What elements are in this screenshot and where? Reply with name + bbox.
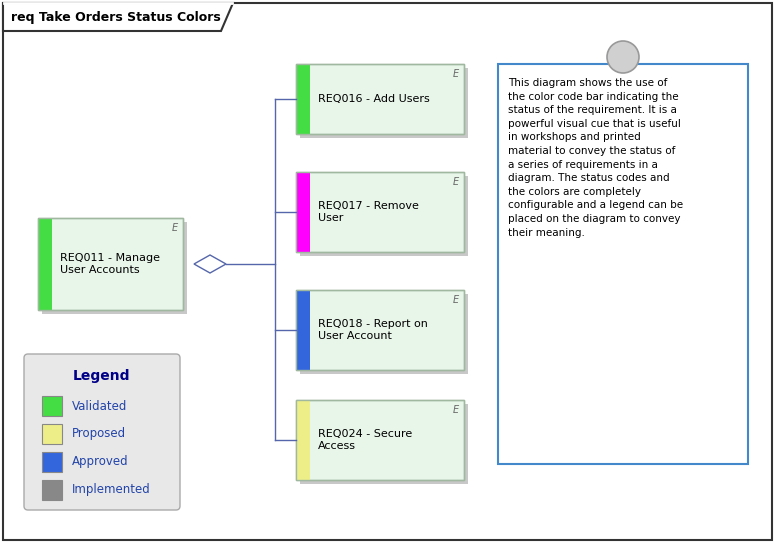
Text: E: E <box>453 295 459 305</box>
Bar <box>42 424 62 444</box>
Polygon shape <box>194 255 226 273</box>
Text: Approved: Approved <box>72 456 129 469</box>
Bar <box>38 218 183 310</box>
Text: req Take Orders Status Colors: req Take Orders Status Colors <box>11 10 221 23</box>
Text: Legend: Legend <box>74 369 131 383</box>
Text: E: E <box>172 223 178 233</box>
Text: REQ024 - Secure
Access: REQ024 - Secure Access <box>318 429 412 451</box>
Circle shape <box>607 41 639 73</box>
Text: REQ017 - Remove
User: REQ017 - Remove User <box>318 201 419 223</box>
Bar <box>42 222 187 314</box>
Bar <box>296 172 310 252</box>
Text: Implemented: Implemented <box>72 483 151 496</box>
Text: REQ016 - Add Users: REQ016 - Add Users <box>318 94 430 104</box>
Polygon shape <box>3 3 233 31</box>
Text: Proposed: Proposed <box>72 427 126 440</box>
Bar <box>300 404 468 484</box>
Bar <box>42 452 62 472</box>
Bar <box>296 172 464 252</box>
Bar <box>296 290 464 370</box>
Bar <box>296 290 464 370</box>
Bar <box>296 400 464 480</box>
Bar <box>38 218 183 310</box>
Bar <box>296 290 310 370</box>
Bar <box>296 172 464 252</box>
Bar <box>296 64 310 134</box>
Text: This diagram shows the use of
the color code bar indicating the
status of the re: This diagram shows the use of the color … <box>508 78 683 238</box>
Bar <box>38 218 52 310</box>
Bar <box>300 68 468 138</box>
Bar <box>498 64 748 464</box>
Bar <box>42 396 62 416</box>
Text: E: E <box>453 69 459 79</box>
Text: REQ018 - Report on
User Account: REQ018 - Report on User Account <box>318 319 428 341</box>
Bar <box>300 176 468 256</box>
Bar <box>296 64 464 134</box>
Bar <box>296 400 464 480</box>
Text: REQ011 - Manage
User Accounts: REQ011 - Manage User Accounts <box>60 253 160 275</box>
Bar <box>42 480 62 500</box>
Bar <box>300 294 468 374</box>
FancyBboxPatch shape <box>24 354 180 510</box>
Text: E: E <box>453 405 459 415</box>
Text: E: E <box>453 177 459 187</box>
Bar <box>296 400 310 480</box>
Bar <box>296 64 464 134</box>
Text: Validated: Validated <box>72 400 127 413</box>
